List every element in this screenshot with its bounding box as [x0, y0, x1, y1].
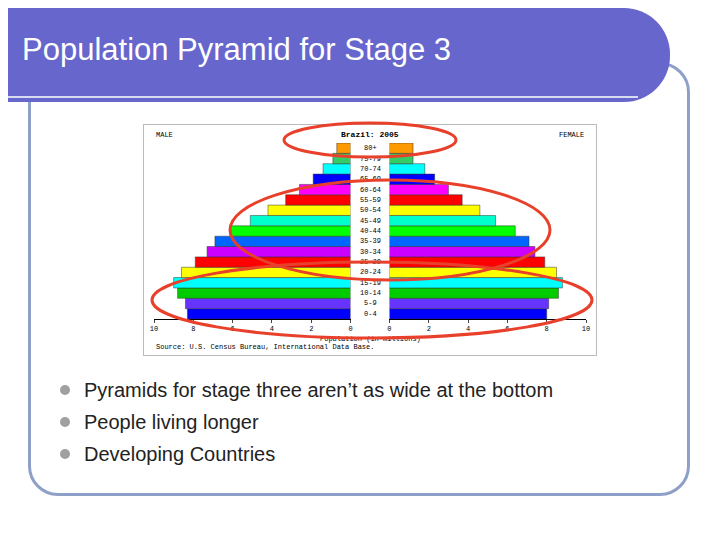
svg-text:2: 2: [309, 325, 313, 333]
html-text:Pyramids for stage three aren’: Pyramids for stage three aren’t as wide …: [84, 379, 554, 401]
svg-text:30-34: 30-34: [360, 248, 381, 256]
svg-text:Brazil: 2005: Brazil: 2005: [341, 130, 399, 139]
svg-text:10: 10: [582, 325, 590, 333]
svg-text:10-14: 10-14: [360, 289, 381, 297]
html-text:Developing Countries: Developing Countries: [84, 443, 276, 465]
svg-text:8: 8: [191, 325, 195, 333]
svg-text:6: 6: [505, 325, 509, 333]
svg-text:25-29: 25-29: [360, 258, 381, 266]
svg-text:65-69: 65-69: [360, 175, 381, 183]
svg-text:8: 8: [545, 325, 549, 333]
svg-text:4: 4: [270, 325, 274, 333]
svg-text:0-4: 0-4: [364, 310, 377, 318]
svg-text:45-49: 45-49: [360, 217, 381, 225]
svg-text:4: 4: [466, 325, 470, 333]
svg-text:75-79: 75-79: [360, 155, 381, 163]
svg-text:Source: U.S. Census Bureau, In: Source: U.S. Census Bureau, Internationa…: [156, 343, 374, 351]
svg-text:0: 0: [387, 325, 391, 333]
svg-text:0: 0: [348, 325, 352, 333]
svg-text:40-44: 40-44: [360, 227, 381, 235]
svg-text:FEMALE: FEMALE: [559, 131, 584, 139]
html-text:Population Pyramid for Stage 3: Population Pyramid for Stage 3: [22, 32, 452, 67]
svg-text:35-39: 35-39: [360, 237, 381, 245]
svg-text:15-19: 15-19: [360, 279, 381, 287]
svg-text:6: 6: [231, 325, 235, 333]
svg-text:80+: 80+: [364, 144, 377, 152]
svg-text:10: 10: [150, 325, 158, 333]
svg-text:Population (in millions): Population (in millions): [320, 335, 421, 343]
svg-text:70-74: 70-74: [360, 165, 381, 173]
svg-text:MALE: MALE: [156, 131, 173, 139]
svg-text:5-9: 5-9: [364, 299, 377, 307]
svg-text:20-24: 20-24: [360, 268, 381, 276]
svg-text:60-64: 60-64: [360, 186, 381, 194]
svg-text:2: 2: [427, 325, 431, 333]
html-text:People living longer: People living longer: [84, 411, 259, 433]
svg-text:55-59: 55-59: [360, 196, 381, 204]
svg-text:50-54: 50-54: [360, 206, 381, 214]
